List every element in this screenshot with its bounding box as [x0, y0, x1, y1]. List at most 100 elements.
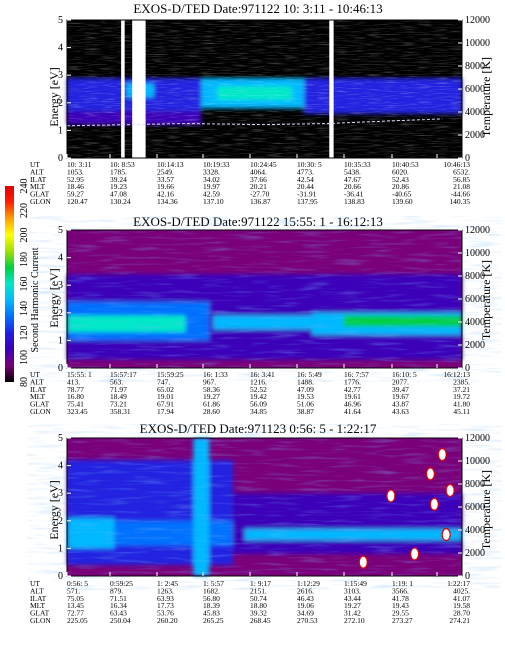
table-row-label: GLON — [30, 197, 51, 206]
panel-1-orbit-table: UT 10: 3:11 10: 8:53 10:14:13 10:19:33 10:24:… — [30, 160, 470, 206]
table-cell: 879. — [110, 586, 123, 595]
table-cell: 43.63 — [392, 407, 409, 416]
table-cell: 16: 7:57 — [344, 370, 369, 379]
table-cell: 19.72 — [453, 392, 470, 401]
y2-tick-label: 0 — [465, 363, 470, 374]
table-cell: 274.21 — [449, 616, 470, 625]
table-cell: 16: 1:33 — [203, 370, 228, 379]
table-cell: 19.66 — [157, 182, 174, 191]
table-cell: 323.45 — [67, 407, 88, 416]
table-cell: 10:46:13 — [443, 160, 470, 169]
table-cell: 39.32 — [250, 609, 267, 618]
panel-1: EXOS-D/TED Date:971122 10: 3:11 - 10:46:… — [30, 1, 493, 206]
table-cell: 19.53 — [297, 392, 314, 401]
colorbar-tick-label: 240 — [19, 179, 30, 194]
table-cell: 42.16 — [157, 190, 174, 199]
table-cell: 1:15:49 — [344, 579, 367, 588]
table-row-label: GLON — [30, 407, 51, 416]
heatmap-hot-spot — [441, 527, 451, 542]
table-cell: 1263. — [157, 586, 174, 595]
panel-3-right-axis-label: Temperature [K] — [479, 470, 493, 550]
table-row-label: ALT — [30, 167, 44, 176]
y-tick-label: 0 — [58, 153, 63, 164]
table-cell: 34.85 — [250, 407, 267, 416]
panel-2-ticks: 0 1 2 3 4 5 0 2000 4000 6000 8000 10000 12000 — [58, 225, 490, 374]
panel-1-ticks: 0 1 2 3 4 5 0 2000 4000 6000 8000 10000 12000 — [58, 15, 490, 164]
table-cell: 56.09 — [250, 400, 267, 409]
table-cell: 65.02 — [157, 385, 174, 394]
panel-2-y-axis-label: Energy [eV] — [47, 268, 61, 327]
heatmap-hot-spot — [358, 555, 368, 569]
table-cell: 19.97 — [203, 182, 220, 191]
y2-tick-label: 10000 — [465, 456, 490, 467]
colorbar-tick-label: 80 — [19, 377, 30, 387]
table-cell: 10:40:53 — [392, 160, 419, 169]
table-cell: 1488. — [297, 377, 314, 386]
table-cell: 1: 2:45 — [157, 579, 178, 588]
table-cell: 4025. — [453, 586, 470, 595]
table-cell: 21.08 — [453, 182, 470, 191]
table-cell: 2385. — [453, 377, 470, 386]
table-cell: 1216. — [250, 377, 267, 386]
table-cell: 20.44 — [297, 182, 314, 191]
table-cell: 18.46 — [67, 182, 84, 191]
panel-1-plot-area — [66, 19, 463, 159]
heatmap-hot-spot — [437, 447, 447, 462]
table-cell: 42.77 — [344, 385, 361, 394]
y2-tick-label: 2000 — [465, 548, 485, 559]
table-cell: 16.80 — [67, 392, 84, 401]
table-cell: 137.10 — [203, 197, 224, 206]
table-cell: 19.06 — [297, 601, 314, 610]
panel-3-orbit-table: UT 0:56: 5 0:59:25 1: 2:45 1: 5:57 1: 9:17 1:1… — [30, 579, 470, 625]
table-cell: 34.02 — [203, 175, 220, 184]
y2-tick-label: 4000 — [465, 525, 485, 536]
table-cell: 63.43 — [110, 609, 127, 618]
panel-1-right-axis-label: Temperature [K] — [479, 57, 493, 137]
table-cell: 63.93 — [157, 594, 174, 603]
table-cell: 19.27 — [203, 392, 220, 401]
table-cell: 136.87 — [250, 197, 271, 206]
table-cell: 34.69 — [297, 609, 314, 618]
table-cell: 20.21 — [250, 182, 267, 191]
table-cell: 16:12:13 — [443, 370, 470, 379]
table-cell: 15:57:17 — [110, 370, 137, 379]
table-cell: 1: 5:57 — [203, 579, 224, 588]
table-cell: 75.41 — [67, 400, 84, 409]
table-cell: 15:59:25 — [157, 370, 184, 379]
table-cell: 39.47 — [392, 385, 409, 394]
table-cell: 15:55: 1 — [67, 370, 92, 379]
y-tick-label: 1 — [58, 335, 63, 346]
table-cell: 50.74 — [250, 594, 267, 603]
heatmap-texture — [67, 438, 462, 576]
table-row-label: MLT — [30, 182, 46, 191]
y2-tick-label: 0 — [465, 571, 470, 582]
table-cell: 967. — [203, 377, 216, 386]
table-cell: 67.91 — [157, 400, 174, 409]
table-cell: 2077. — [392, 377, 409, 386]
y2-tick-label: 2000 — [465, 340, 485, 351]
table-cell: 41.78 — [392, 594, 409, 603]
table-row-label: GLAT — [30, 609, 50, 618]
table-cell: -40.65 — [392, 190, 412, 199]
table-cell: 10:35:33 — [344, 160, 371, 169]
table-cell: 47.08 — [110, 190, 127, 199]
heatmap-hot-spot — [445, 483, 455, 498]
table-row-label: UT — [30, 160, 40, 169]
table-cell: 5438. — [344, 167, 361, 176]
panel-2-plot-area — [66, 229, 463, 369]
table-cell: 29.55 — [392, 609, 409, 618]
table-cell: 6020. — [392, 167, 409, 176]
table-cell: 56.80 — [203, 594, 220, 603]
table-cell: 10: 3:11 — [67, 160, 92, 169]
panel-3-plot-area — [66, 437, 463, 577]
y-tick-label: 5 — [58, 225, 63, 236]
y-tick-label: 2 — [58, 516, 63, 527]
heatmap-texture — [67, 230, 462, 368]
table-cell: 39.24 — [110, 175, 127, 184]
table-cell: 1776. — [344, 377, 361, 386]
table-cell: 59.27 — [67, 190, 84, 199]
table-cell: 10:14:13 — [157, 160, 184, 169]
panel-3: EXOS-D/TED Date:971123 0:56: 5 - 1:22:17… — [30, 421, 493, 625]
heatmap-texture — [67, 20, 462, 158]
y2-tick-label: 10000 — [465, 38, 490, 49]
